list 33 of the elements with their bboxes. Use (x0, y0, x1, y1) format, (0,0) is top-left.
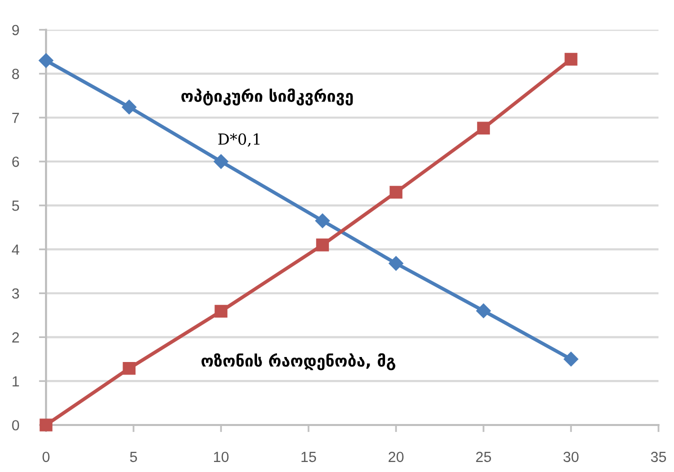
point (316, 238, 329, 252)
series-label: ოზონის რაოდენობა, მგ (202, 353, 396, 370)
y-tick-label: 9 (12, 24, 19, 36)
x-tick-label: 30 (563, 452, 579, 462)
point (390, 186, 402, 199)
point (214, 154, 228, 169)
point (315, 214, 330, 228)
x-tick-label: 15 (302, 452, 316, 462)
y-tick-label: 6 (12, 156, 20, 167)
x-tick-label: 0 (42, 452, 50, 462)
y-tick-label: 1 (12, 376, 19, 386)
y-tick-label: 7 (12, 112, 19, 123)
y-tick-label: 8 (12, 68, 20, 80)
point (564, 352, 578, 366)
text: ოპტიკური სიმკვრივე D*0,1 (181, 88, 353, 147)
point (122, 362, 136, 375)
y-tick-label: 3 (12, 288, 20, 299)
point (564, 52, 578, 66)
point (476, 304, 491, 318)
point (38, 53, 54, 68)
point (388, 256, 404, 271)
y-tick-label: 4 (12, 244, 20, 255)
x-tick-label: 20 (388, 452, 404, 462)
y-tick-label: 2 (12, 332, 19, 342)
y-tick-label: 0 (12, 420, 20, 430)
x-tick-label: 10 (214, 452, 229, 462)
x-tick-label: 35 (650, 452, 666, 462)
point (122, 100, 136, 114)
x-tick-label: 25 (476, 452, 492, 462)
y-tick-label: 5 (12, 200, 20, 211)
point (477, 122, 490, 135)
x-tick-label: 5 (130, 452, 137, 462)
point (214, 304, 228, 318)
